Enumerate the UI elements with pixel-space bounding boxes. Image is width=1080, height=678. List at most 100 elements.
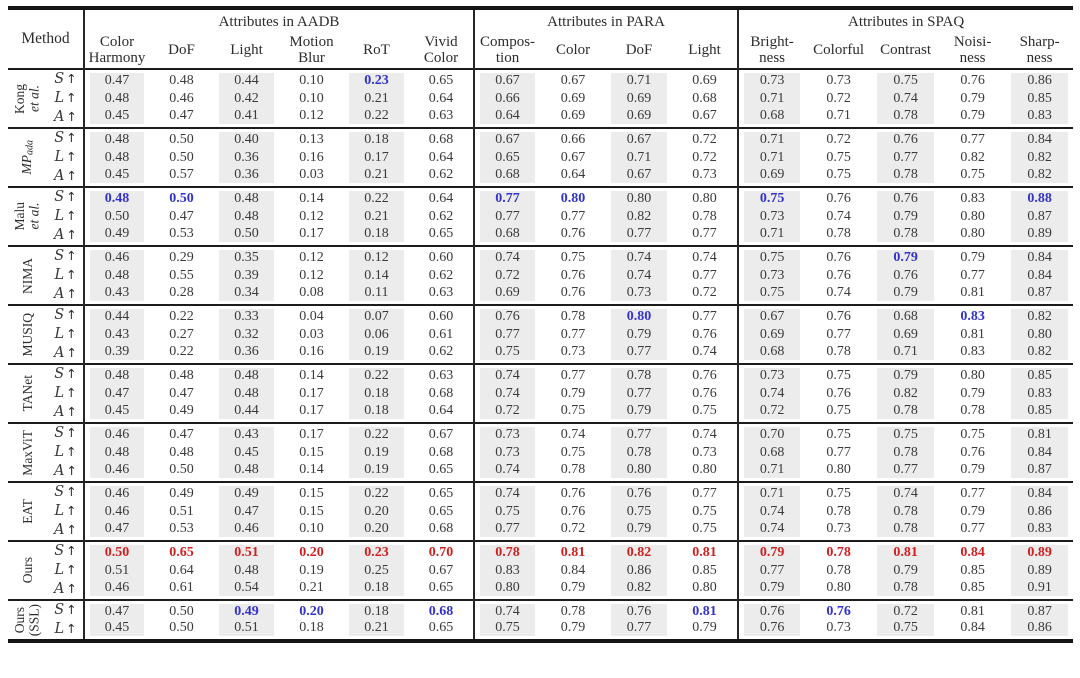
value-cell: 0.48 [84, 89, 149, 108]
value-cell: 0.76 [826, 309, 851, 324]
value-cell: 0.76 [672, 325, 740, 344]
value-cell: 0.74 [672, 344, 740, 364]
value-cell: 0.18 [344, 600, 409, 620]
value-cell: 0.79 [872, 364, 939, 384]
value-cell: 0.74 [672, 246, 740, 266]
value-cell: 0.71 [738, 89, 805, 108]
up-arrow-icon: ↑ [66, 444, 77, 459]
value-cell: 0.74 [872, 482, 939, 502]
value-cell: 0.78 [872, 403, 939, 423]
value-cell: 0.86 [1006, 69, 1073, 89]
value-cell: 0.76 [826, 385, 851, 401]
value-cell: 0.85 [960, 580, 985, 595]
value-cell: 0.83 [960, 344, 985, 359]
value-cell: 0.62 [409, 266, 476, 285]
up-arrow-icon: ↑ [66, 227, 77, 242]
metric-label: L ↑ [48, 266, 85, 285]
value-cell: 0.75 [826, 167, 851, 182]
value-cell: 0.72 [672, 148, 740, 167]
value-cell: 0.50 [214, 226, 279, 246]
table-row: L ↑ 0.48 0.46 0.42 0.10 0.21 0.64 0.66 0.69 0.69 0.… [8, 89, 1073, 108]
up-arrow-icon: ↑ [66, 425, 77, 440]
up-arrow-icon: ↑ [66, 71, 77, 86]
value-cell: 0.73 [606, 285, 672, 305]
value-cell: 0.74 [474, 246, 540, 266]
value-cell: 0.76 [738, 620, 805, 641]
value-cell: 0.65 [169, 545, 194, 560]
value-cell: 0.74 [738, 521, 805, 541]
value-cell: 0.85 [1006, 89, 1073, 108]
value-cell: 0.14 [299, 462, 324, 477]
value-cell: 0.72 [826, 90, 851, 106]
value-cell: 0.80 [560, 191, 586, 206]
value-cell: 0.77 [672, 305, 740, 325]
value-cell: 0.84 [960, 620, 985, 635]
value-cell: 0.77 [960, 521, 985, 536]
method-name-rotated-label: TANet [19, 375, 35, 412]
value-cell: 0.65 [409, 226, 476, 246]
value-cell: 0.45 [84, 620, 149, 641]
value-cell: 0.36 [214, 167, 279, 187]
value-cell: 0.73 [826, 620, 851, 635]
value-cell: 0.82 [960, 149, 985, 165]
value-cell: 0.79 [560, 580, 586, 595]
value-cell: 0.18 [344, 226, 409, 246]
value-cell: 0.73 [738, 364, 805, 384]
value-cell: 0.46 [84, 580, 149, 600]
metric-label: S ↑ [48, 364, 85, 384]
value-cell: 0.18 [344, 128, 409, 148]
value-cell: 0.71 [872, 344, 939, 364]
value-cell: 0.71 [738, 226, 805, 246]
value-cell: 0.77 [872, 148, 939, 167]
value-cell: 0.62 [409, 207, 476, 226]
value-cell: 0.83 [960, 309, 985, 324]
value-cell: 0.77 [826, 444, 851, 460]
metric-label: A ↑ [48, 580, 85, 600]
metric-label: A ↑ [48, 167, 85, 187]
value-cell: 0.42 [214, 89, 279, 108]
value-cell: 0.46 [169, 90, 194, 106]
value-cell: 0.48 [169, 368, 194, 383]
value-cell: 0.53 [169, 226, 194, 241]
value-cell: 0.81 [960, 604, 985, 619]
value-cell: 0.36 [214, 344, 279, 364]
value-cell: 0.75 [826, 149, 851, 165]
method-group: EAT S ↑ 0.46 0.49 0.49 0.15 0.22 0.65 0.74 0.76 0.7… [8, 482, 1074, 541]
table-row: Ours (SSL) S ↑ 0.47 0.50 0.49 0.20 0.18 0.68 0.74 0… [8, 600, 1073, 636]
table-row: Kong et al. S ↑ 0.47 0.48 0.44 0.10 0.23 0.65 0.67… [8, 69, 1073, 114]
value-cell: 0.77 [606, 384, 672, 403]
value-cell: 0.33 [214, 305, 279, 325]
metric-label: L ↑ [48, 148, 85, 167]
value-cell: 0.68 [474, 167, 540, 187]
value-cell: 0.80 [960, 368, 985, 383]
value-cell: 0.74 [826, 208, 851, 224]
value-cell: 0.18 [344, 403, 409, 423]
value-cell: 0.57 [169, 167, 194, 182]
value-cell: 0.84 [1006, 443, 1073, 462]
value-cell: 0.67 [672, 108, 740, 128]
value-cell: 0.65 [409, 69, 476, 89]
value-cell: 0.82 [1006, 305, 1073, 325]
value-cell: 0.72 [672, 128, 740, 148]
value-cell: 0.10 [299, 521, 324, 536]
value-cell: 0.73 [738, 207, 805, 226]
value-cell: 0.41 [214, 108, 279, 128]
value-cell: 0.47 [214, 502, 279, 521]
metric-label: S ↑ [48, 305, 85, 325]
value-cell: 0.48 [214, 462, 279, 482]
value-cell: 0.78 [872, 108, 939, 128]
metric-label: A ↑ [48, 521, 85, 541]
value-cell: 0.22 [344, 108, 409, 128]
value-cell: 0.17 [299, 385, 324, 401]
value-cell: 0.48 [84, 148, 149, 167]
value-cell: 0.22 [344, 482, 409, 502]
method-group: MaxViT S ↑ 0.46 0.47 0.43 0.17 0.22 0.67 0.73 0.74… [8, 423, 1074, 482]
results-table: Method Attributes in AADB Attributes in … [8, 6, 1074, 643]
value-cell: 0.47 [84, 521, 149, 541]
metric-label: A ↑ [48, 226, 85, 246]
value-cell: 0.79 [672, 620, 740, 641]
value-cell: 0.74 [474, 462, 540, 482]
value-cell: 0.77 [672, 266, 740, 285]
value-cell: 0.76 [672, 364, 740, 384]
